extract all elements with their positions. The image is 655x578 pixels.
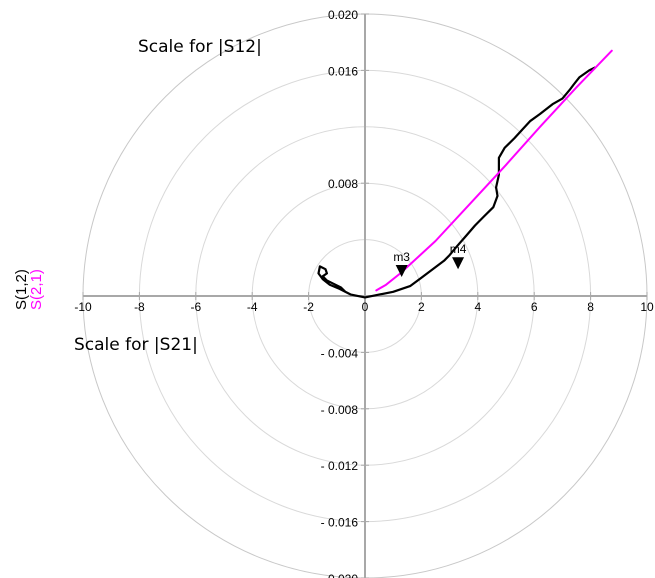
marker-label: m3: [393, 250, 410, 264]
x-tick-label: -6: [190, 300, 201, 314]
y-tick-label: 0.008: [328, 177, 358, 191]
x-tick-label: 0: [362, 300, 369, 314]
y-tick-label: - 0.008: [321, 403, 359, 417]
legend-entry-s12: S(1,2): [13, 269, 30, 310]
marker-label: m4: [450, 242, 467, 256]
x-tick-label: -8: [134, 300, 145, 314]
marker-triangle: [452, 257, 465, 270]
marker-triangle: [395, 264, 408, 277]
x-tick-label: -2: [303, 300, 314, 314]
y-tick-label: - 0.012: [321, 459, 359, 473]
chart-markers: m3 m4: [393, 242, 467, 277]
legend-entry-s21: S(2,1): [28, 269, 45, 310]
y-tick-label: - 0.004: [321, 346, 359, 360]
s12-scale-label: Scale for |S12|: [138, 37, 262, 57]
chart-series: [317, 49, 613, 299]
x-tick-label: 10: [640, 300, 654, 314]
x-tick-label: 2: [418, 300, 425, 314]
x-tick-label: 6: [531, 300, 538, 314]
y-tick-label: 0.020: [328, 8, 358, 22]
x-tick-label: 4: [474, 300, 481, 314]
x-tick-label: 8: [587, 300, 594, 314]
s21-scale-label: Scale for |S21|: [74, 335, 198, 355]
y-tick-label: 0.016: [328, 64, 358, 78]
series-line-s12: [317, 66, 596, 299]
y-tick-label: - 0.020: [321, 572, 359, 578]
x-tick-label: -10: [74, 300, 92, 314]
y-tick-label: - 0.016: [321, 516, 359, 530]
series-line-s21: [375, 49, 613, 292]
tick-labels: -10 -8 -6 -4 -2 0 2 4 6 8 10 0.020 0.016 0.008 - 0.004…: [74, 8, 654, 578]
x-tick-label: -4: [247, 300, 258, 314]
